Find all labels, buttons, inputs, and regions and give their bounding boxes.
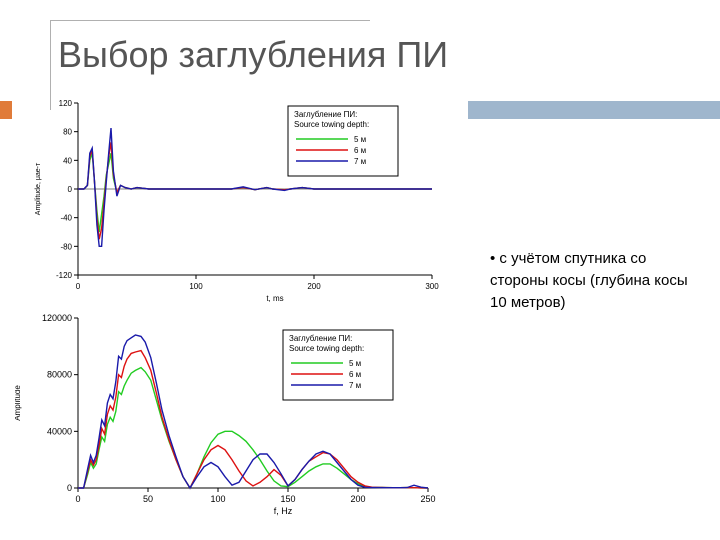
- x-tick-label: 0: [76, 282, 81, 291]
- legend-box: [282, 329, 394, 401]
- x-tick-label: 150: [280, 494, 295, 504]
- series-line-7m: [78, 128, 432, 248]
- legend-entry-label: 5 м: [354, 135, 366, 144]
- y-tick-label: 40000: [47, 426, 72, 436]
- series-line-5m: [78, 366, 429, 490]
- y-tick-label: 80: [63, 128, 72, 137]
- accent-bar-orange: [0, 101, 12, 119]
- x-tick-label: 300: [425, 282, 439, 291]
- legend-entry-label: 5 м: [349, 359, 361, 368]
- slide-title: Выбор заглубления ПИ: [58, 34, 449, 75]
- decor-horizontal-line: [50, 20, 370, 21]
- x-tick-label: 100: [189, 282, 203, 291]
- x-axis-label: t, ms: [266, 294, 283, 303]
- y-tick-label: 120: [59, 99, 73, 108]
- legend-entry-label: 7 м: [354, 157, 366, 166]
- y-tick-label: -120: [56, 271, 73, 280]
- bullet-text: • с учётом спутника со стороны косы (глу…: [490, 250, 688, 311]
- y-tick-label: 0: [67, 483, 72, 493]
- x-tick-label: 200: [307, 282, 321, 291]
- series-line-7m: [78, 334, 429, 490]
- legend-entry-label: 6 м: [354, 146, 366, 155]
- series-line-6m: [78, 349, 429, 490]
- x-tick-label: 100: [210, 494, 225, 504]
- legend-box: [287, 105, 399, 177]
- y-tick-label: -80: [60, 242, 72, 251]
- y-axis-label: Amplitude: [15, 385, 22, 421]
- legend-subtitle: Source towing depth:: [289, 344, 364, 353]
- y-tick-label: 0: [68, 185, 73, 194]
- x-tick-label: 200: [350, 494, 365, 504]
- y-tick-label: 120000: [42, 313, 72, 323]
- y-tick-label: 80000: [47, 370, 72, 380]
- y-tick-label: 40: [63, 156, 72, 165]
- decor-vertical-line: [50, 20, 51, 110]
- x-axis-label: f, Hz: [274, 506, 293, 516]
- legend-title: Заглубление ПИ:: [289, 334, 352, 343]
- frequency-domain-chart: 120000 80000 40000 00 50 100 150 200 250 f, Hz Amp…: [15, 313, 436, 516]
- legend-subtitle: Source towing depth:: [294, 120, 369, 129]
- x-tick-label: 0: [75, 494, 80, 504]
- accent-bar-blue: [468, 101, 720, 119]
- legend-title: Заглубление ПИ:: [294, 110, 357, 119]
- x-tick-label: 50: [143, 494, 153, 504]
- legend-entry-label: 6 м: [349, 370, 361, 379]
- legend-entry-label: 7 м: [349, 381, 361, 390]
- x-tick-label: 250: [420, 494, 435, 504]
- y-tick-label: -40: [60, 214, 72, 223]
- y-axis-label: Amplitude, μaе-т: [35, 162, 42, 215]
